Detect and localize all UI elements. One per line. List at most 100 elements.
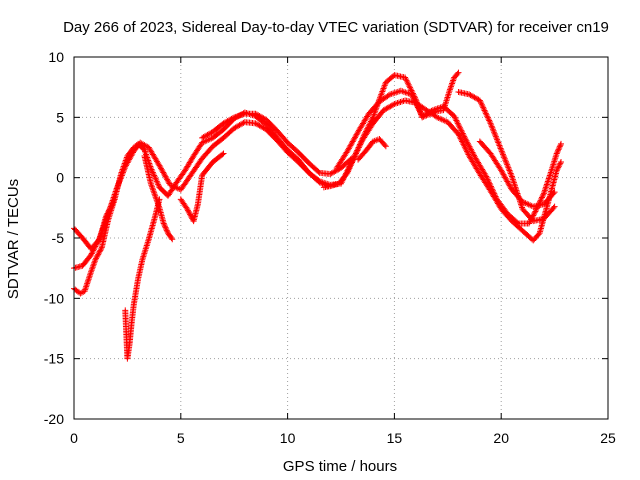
series-track-5 [141,152,176,243]
data-point [117,176,124,183]
data-point [553,167,560,174]
data-point [493,135,500,142]
data-point [381,142,388,149]
data-point [113,187,120,194]
data-point [459,130,466,137]
data-point [538,195,545,202]
data-point [508,171,515,178]
data-point [479,103,486,110]
data-point [407,84,414,91]
data-point [477,98,484,105]
data-point [97,247,104,254]
data-point [402,74,409,81]
data-point [459,138,466,145]
data-point [393,89,400,96]
data-point [220,150,227,157]
data-point [478,100,485,107]
data-point [551,189,558,196]
data-point [456,132,463,139]
data-point [153,178,160,185]
series-track-10 [355,136,389,163]
data-point [487,120,494,127]
data-point [481,107,488,114]
x-tick-label: 25 [600,430,616,446]
x-tick-label: 0 [70,430,78,446]
data-point [155,181,162,188]
data-point [352,151,359,158]
data-point [88,250,95,257]
data-point [219,151,226,158]
data-point [95,251,102,258]
data-point [456,124,463,131]
data-point [498,146,505,153]
data-point [486,118,493,125]
data-point [116,178,123,185]
data-point [104,210,111,217]
data-point [464,150,471,157]
data-point [550,204,557,211]
data-point [109,200,116,207]
data-point [503,160,510,167]
data-point [557,142,564,149]
data-point [115,179,122,186]
data-point [168,235,175,241]
data-point [114,184,121,191]
data-point [464,148,471,155]
data-point [554,149,561,156]
data-point [501,155,508,162]
data-point [531,209,538,216]
data-point [118,172,125,179]
data-point [355,144,362,151]
data-point [550,190,557,197]
y-tick-label: 0 [56,170,64,186]
data-point [494,136,501,143]
data-point [556,161,563,168]
data-point [397,98,404,105]
data-point [535,231,542,238]
data-point [345,164,352,171]
data-point [452,116,459,123]
data-point [483,111,490,118]
data-point [163,227,170,234]
data-point [169,236,176,243]
data-point [315,168,322,175]
y-tick-label: 5 [56,109,64,125]
data-point [504,161,511,168]
data-point [340,174,347,181]
y-tick-label: -15 [44,351,64,367]
data-point [417,108,424,115]
data-point [184,207,191,214]
data-point [478,101,485,108]
data-point [121,166,128,173]
data-point [154,179,161,186]
data-point [502,157,509,164]
data-point [489,124,496,131]
series-track-8 [320,69,462,191]
data-point [95,237,102,244]
data-point [451,114,458,121]
data-point [348,158,355,165]
data-point [484,113,491,120]
data-point [111,196,118,203]
data-point [456,134,463,141]
data-point [349,157,356,164]
data-point [345,166,352,173]
data-point [480,106,487,113]
data-point [161,221,168,228]
data-point [342,172,349,179]
data-point [403,77,410,84]
data-point [492,133,499,140]
x-tick-label: 10 [280,430,296,446]
data-point [491,130,498,137]
data-series [71,69,565,362]
data-point [318,180,325,187]
data-point [558,158,565,165]
data-point [529,216,536,223]
data-point [458,137,465,144]
data-point [461,133,468,140]
data-point [399,98,406,105]
data-point [163,226,170,233]
y-axis-label: SDTVAR / TECUs [5,179,22,299]
data-point [484,114,491,121]
data-point [486,117,493,124]
